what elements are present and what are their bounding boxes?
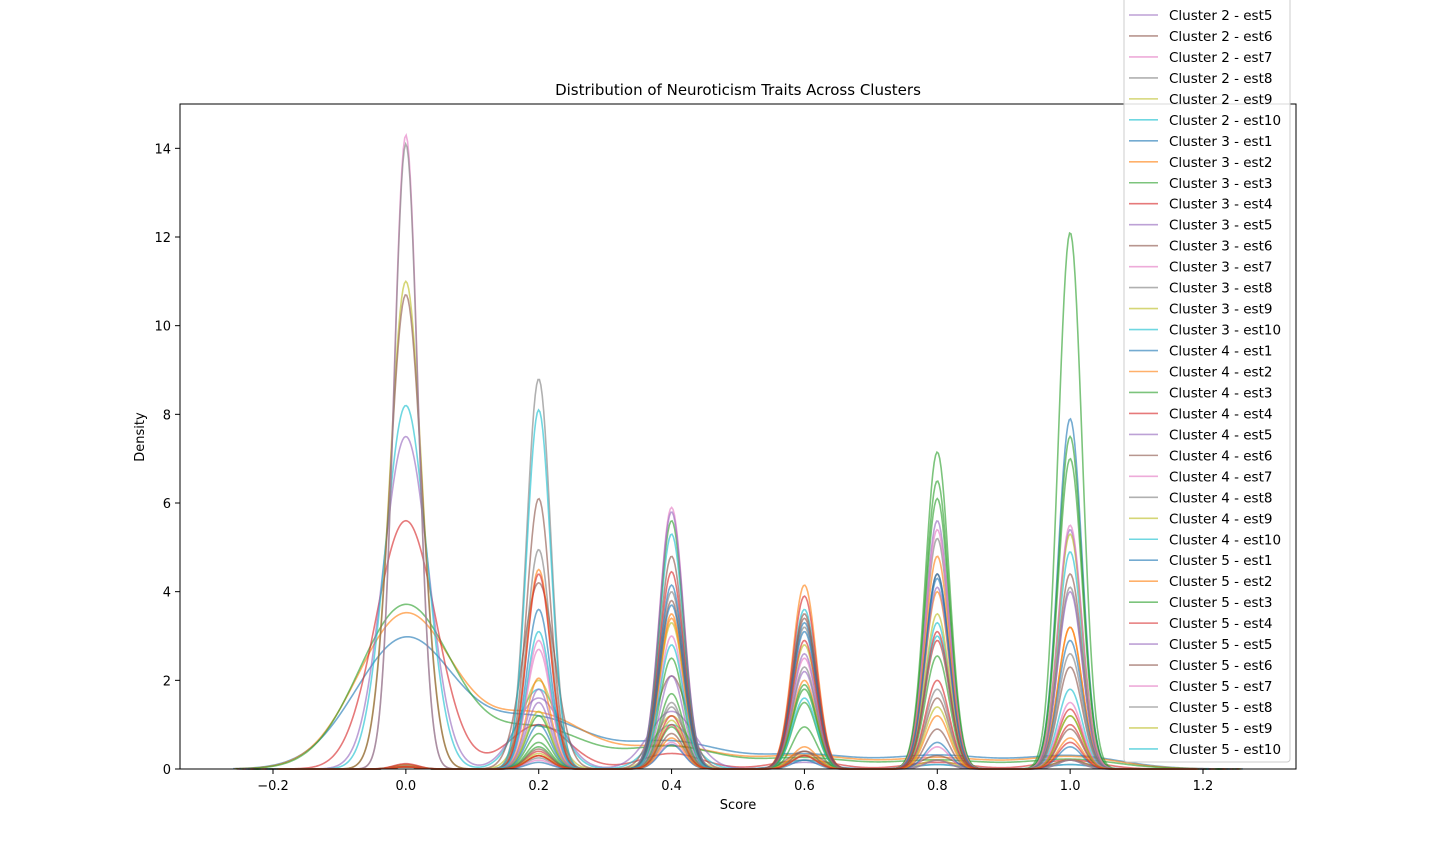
x-tick-label: 0.2: [528, 779, 549, 794]
legend-label: Cluster 5 - est4: [1169, 616, 1272, 632]
x-axis: −0.2 0.0 0.2 0.4 0.6 0.8 1.0 1.2: [257, 769, 1213, 794]
x-axis-label: Score: [720, 798, 756, 813]
legend-label: Cluster 4 - est5: [1169, 427, 1272, 443]
legend-label: Cluster 3 - est2: [1169, 155, 1272, 171]
legend-label: Cluster 3 - est9: [1169, 302, 1272, 318]
legend-label: Cluster 5 - est8: [1169, 700, 1272, 716]
legend-label: Cluster 5 - est2: [1169, 574, 1272, 590]
density-curve: [233, 635, 1243, 770]
legend-label: Cluster 4 - est8: [1169, 490, 1272, 506]
legend-label: Cluster 4 - est10: [1169, 532, 1281, 548]
legend-label: Cluster 4 - est9: [1169, 511, 1272, 527]
legend-label: Cluster 4 - est4: [1169, 406, 1272, 422]
density-curve: [235, 603, 1241, 770]
legend-label: Cluster 2 - est8: [1169, 71, 1272, 87]
y-tick-label: 0: [163, 763, 171, 778]
plot-frame: [179, 103, 1297, 770]
legend-label: Cluster 4 - est3: [1169, 385, 1272, 401]
legend-label: Cluster 5 - est10: [1169, 742, 1281, 758]
x-tick-label: 0.8: [927, 779, 948, 794]
legend-label: Cluster 5 - est7: [1169, 679, 1272, 695]
legend-label: Cluster 3 - est5: [1169, 218, 1272, 234]
y-tick-label: 10: [154, 320, 171, 335]
legend: Cluster 2 - est5 Cluster 2 - est6 Cluster …: [1123, 0, 1291, 763]
x-tick-label: 1.2: [1193, 779, 1214, 794]
x-tick-label: 0.4: [661, 779, 682, 794]
x-tick-label: 1.0: [1060, 779, 1081, 794]
legend-label: Cluster 5 - est6: [1169, 658, 1272, 674]
legend-label: Cluster 3 - est10: [1169, 323, 1281, 339]
legend-label: Cluster 3 - est7: [1169, 260, 1272, 276]
legend-label: Cluster 5 - est5: [1169, 637, 1272, 653]
legend-label: Cluster 3 - est1: [1169, 134, 1272, 150]
legend-label: Cluster 3 - est6: [1169, 239, 1272, 255]
legend-label: Cluster 2 - est9: [1169, 92, 1272, 108]
x-tick-label: 0.0: [396, 779, 417, 794]
y-tick-label: 14: [154, 142, 171, 157]
legend-label: Cluster 4 - est2: [1169, 364, 1272, 380]
legend-label: Cluster 2 - est5: [1169, 8, 1272, 24]
density-curve: [234, 611, 1242, 770]
y-tick-label: 12: [154, 231, 171, 246]
legend-frame: [1123, 0, 1291, 763]
legend-label: Cluster 3 - est3: [1169, 176, 1272, 192]
y-tick-label: 8: [163, 408, 171, 423]
legend-label: Cluster 4 - est7: [1169, 469, 1272, 485]
y-tick-label: 2: [163, 674, 171, 689]
legend-label: Cluster 3 - est4: [1169, 197, 1272, 213]
legend-label: Cluster 2 - est6: [1169, 29, 1272, 45]
legend-label: Cluster 5 - est3: [1169, 595, 1272, 611]
y-tick-label: 6: [163, 497, 171, 512]
legend-label: Cluster 4 - est6: [1169, 448, 1272, 464]
legend-label: Cluster 2 - est10: [1169, 113, 1281, 129]
legend-label: Cluster 2 - est7: [1169, 50, 1272, 66]
chart-title: Distribution of Neuroticism Traits Acros…: [555, 81, 921, 99]
y-axis-label: Density: [133, 412, 148, 462]
legend-label: Cluster 5 - est1: [1169, 553, 1272, 569]
legend-label: Cluster 5 - est9: [1169, 721, 1272, 737]
legend-label: Cluster 4 - est1: [1169, 344, 1272, 360]
x-tick-label: −0.2: [257, 779, 289, 794]
x-tick-label: 0.6: [794, 779, 815, 794]
y-axis: 0 2 4 6 8 10 12 14: [154, 142, 180, 778]
legend-label: Cluster 3 - est8: [1169, 281, 1272, 297]
y-tick-label: 4: [163, 586, 171, 601]
